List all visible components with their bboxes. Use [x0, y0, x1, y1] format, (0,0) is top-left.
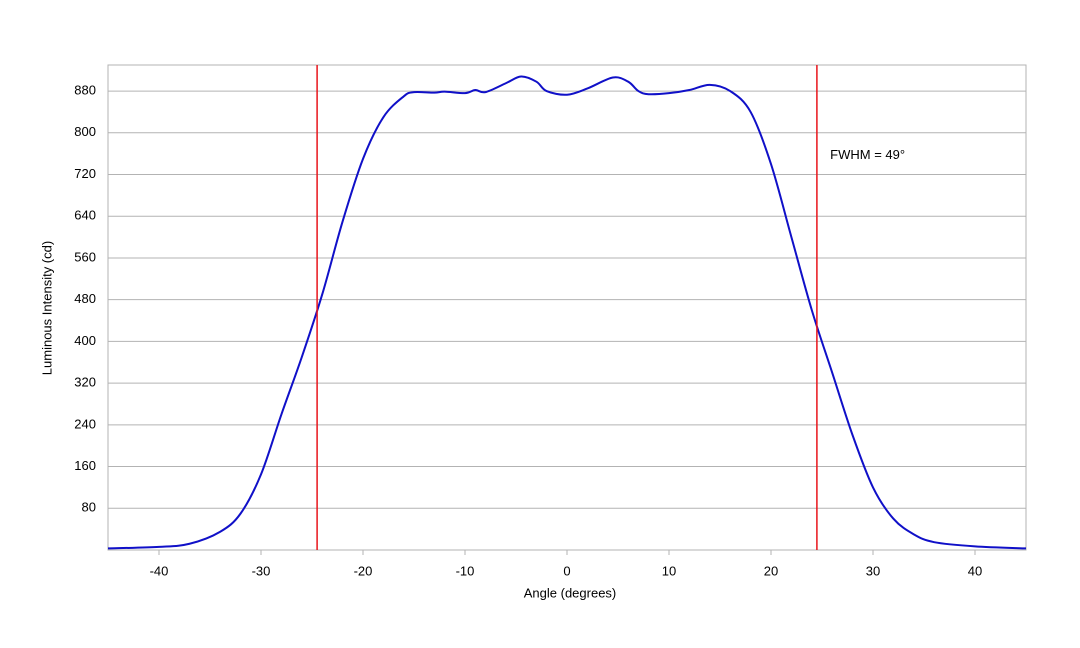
x-axis-label: Angle (degrees): [524, 585, 617, 600]
y-tick-label: 800: [74, 124, 96, 139]
y-tick-label: 880: [74, 83, 96, 98]
plot-border: [107, 64, 1027, 551]
x-tick-label: -20: [354, 563, 373, 578]
y-tick-label: 720: [74, 166, 96, 181]
y-tick-label: 160: [74, 458, 96, 473]
y-tick-label: 480: [74, 291, 96, 306]
y-tick-label: 560: [74, 249, 96, 264]
y-axis-label: Luminous Intensity (cd): [39, 241, 54, 375]
x-tick-label: -40: [150, 563, 169, 578]
y-tick-label: 320: [74, 375, 96, 390]
annotation: FWHM = 49°: [830, 147, 905, 162]
y-tick-label: 640: [74, 208, 96, 223]
y-tick-label: 400: [74, 333, 96, 348]
x-tick-label: -30: [252, 563, 271, 578]
x-tick-label: -10: [456, 563, 475, 578]
x-tick-label: 10: [662, 563, 676, 578]
x-tick-label: 20: [764, 563, 778, 578]
y-tick-label: 80: [82, 500, 96, 515]
x-tick-label: 0: [563, 563, 570, 578]
data-line: [107, 75, 1027, 550]
x-tick-label: 30: [866, 563, 880, 578]
x-tick-label: 40: [968, 563, 982, 578]
y-tick-label: 240: [74, 416, 96, 431]
